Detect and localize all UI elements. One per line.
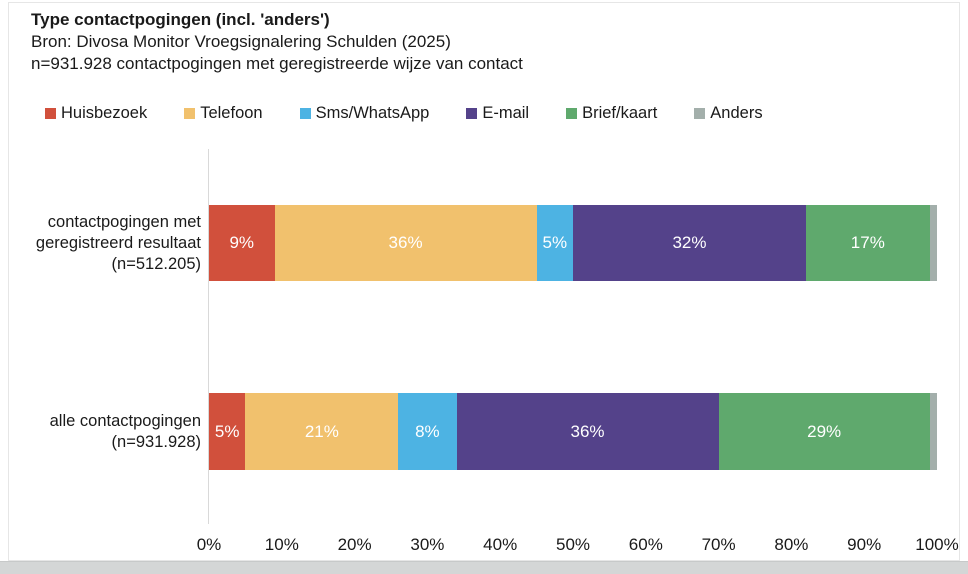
chart-legend: Huisbezoek Telefoon Sms/WhatsApp E-mail Brie… [45,104,763,123]
legend-swatch-icon [566,108,578,119]
legend-item-brief-kaart: Brief/kaart [566,104,657,123]
bar-segment-anders [929,393,937,470]
chart-card: Type contactpogingen (incl. 'anders') Br… [8,2,960,561]
bar-segment-value: 17% [850,233,885,252]
legend-item-anders: Anders [694,104,763,123]
bar-segment-value: 32% [672,233,707,252]
legend-item-huisbezoek: Huisbezoek [45,104,147,123]
legend-item-sms-whatsapp: Sms/WhatsApp [299,104,430,123]
category-label-line: (n=512.205) [111,254,201,273]
x-tick-label: 50% [555,535,591,554]
bar-segment-value: 8% [415,421,440,441]
legend-label: Sms/WhatsApp [315,104,430,122]
y-axis-line [208,149,209,524]
bar-segment-anders [929,205,937,281]
bar-segment-telefoon: 21% [245,393,399,470]
chart-source: Bron: Divosa Monitor Vroegsignalering Sc… [31,32,451,51]
bar-segment-e-mail: 32% [572,205,806,281]
bar-segment-value: 9% [229,233,255,252]
chart-title: Type contactpogingen (incl. 'anders') [31,10,330,29]
bottom-border-strip [0,561,968,574]
legend-label: Telefoon [200,104,263,122]
legend-item-e-mail: E-mail [466,104,529,123]
x-tick-label: 10% [264,535,299,554]
bar-segment-value: 36% [388,233,423,252]
bar-segment-huisbezoek: 5% [209,393,246,470]
bar-segment-value: 29% [807,421,842,441]
legend-label: Huisbezoek [61,104,148,122]
x-tick-label: 100% [915,535,959,554]
x-tick-label: 60% [628,535,663,554]
x-tick-label: 20% [337,535,372,554]
legend-item-telefoon: Telefoon [184,104,263,123]
bar-segment-value: 5% [542,233,568,252]
category-label-line: (n=931.928) [111,432,201,451]
category-label-alle-contactpogingen: alle contactpogingen (n=931.928) [9,393,201,470]
bar-segment-value: 36% [570,421,605,441]
legend-swatch-icon [184,108,196,119]
legend-swatch-icon [694,108,706,119]
bar-segment-value: 21% [304,421,339,441]
legend-swatch-icon [466,108,478,119]
stacked-bar-geregistreerd-resultaat: 9% 36% 5% 32% 17% [209,205,937,281]
x-tick-label: 80% [774,535,809,554]
x-tick-label: 70% [701,535,736,554]
legend-swatch-icon [45,108,56,119]
category-label-line: geregistreerd resultaat [35,233,201,252]
bar-segment-brief-kaart: 29% [718,393,930,470]
legend-label: E-mail [482,104,530,122]
chart-n-note: n=931.928 contactpogingen met geregistre… [31,54,523,73]
x-tick-label: 30% [410,535,445,554]
x-axis-ticks: 0% 10% 20% 30% 40% 50% 60% 70% 80% 90% 100% [9,535,968,559]
category-label-line: contactpogingen met [47,212,201,231]
bar-segment-sms-whatsapp: 5% [536,205,573,281]
legend-label: Anders [710,104,763,122]
x-tick-label: 90% [847,535,882,554]
stacked-bar-alle-contactpogingen: 5% 21% 8% 36% 29% [209,393,937,470]
bar-segment-huisbezoek: 9% [209,205,275,281]
category-label-geregistreerd-resultaat: contactpogingen met geregistreerd resulta… [9,205,201,281]
category-label-line: alle contactpogingen [49,411,201,430]
x-tick-label: 0% [196,535,222,554]
bar-segment-brief-kaart: 17% [805,205,930,281]
x-tick-label: 40% [483,535,518,554]
legend-label: Brief/kaart [582,104,658,122]
bar-segment-e-mail: 36% [456,393,719,470]
legend-swatch-icon [299,108,311,119]
bar-segment-value: 5% [214,421,240,441]
bar-segment-sms-whatsapp: 8% [398,393,457,470]
chart-header: Type contactpogingen (incl. 'anders') Br… [31,9,523,75]
bar-segment-telefoon: 36% [274,205,537,281]
